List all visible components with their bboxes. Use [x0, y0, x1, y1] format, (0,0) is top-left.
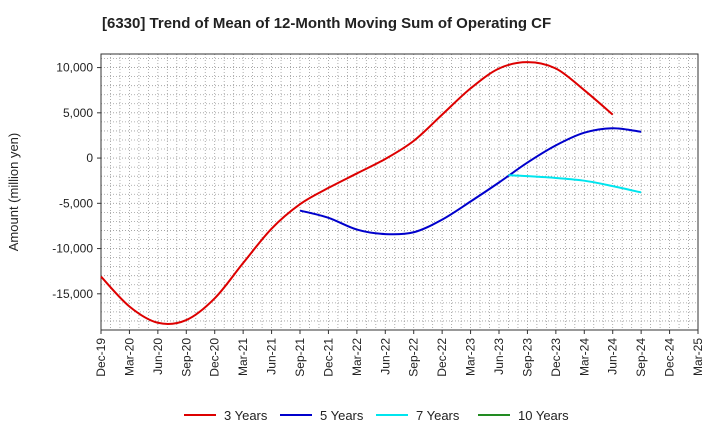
- x-tick-label: Dec-24: [663, 338, 677, 377]
- x-tick-label: Mar-23: [464, 338, 478, 376]
- x-tick-label: Sep-22: [407, 338, 421, 377]
- series-line-5-years: [299, 127, 642, 236]
- y-tick-label: 10,000: [56, 61, 93, 75]
- x-tick-label: Dec-19: [94, 338, 108, 377]
- x-tick-label: Dec-22: [435, 338, 449, 377]
- x-tick-label: Jun-23: [492, 338, 506, 375]
- x-tick-label: Jun-21: [265, 338, 279, 375]
- x-tick-label: Sep-24: [634, 338, 648, 377]
- y-tick-label: -10,000: [52, 242, 93, 256]
- x-tick-label: Mar-21: [236, 338, 250, 376]
- y-axis-label: Amount (million yen): [6, 133, 21, 252]
- x-tick-label: Mar-24: [577, 338, 591, 376]
- x-tick-label: Jun-20: [151, 338, 165, 375]
- series-lines: [100, 61, 642, 325]
- x-tick-label: Jun-22: [378, 338, 392, 375]
- y-axis-ticks: 10,000 5,000 0 -5,000 -10,000 -15,000: [52, 61, 101, 301]
- legend-label-10-years: 10 Years: [518, 408, 569, 423]
- x-tick-label: Sep-21: [293, 338, 307, 377]
- legend: 3 Years 5 Years 7 Years 10 Years: [184, 408, 569, 423]
- x-tick-label: Mar-25: [691, 338, 705, 376]
- legend-label-7-years: 7 Years: [416, 408, 460, 423]
- chart-title: [6330] Trend of Mean of 12-Month Moving …: [102, 15, 551, 32]
- x-tick-label: Mar-22: [350, 338, 364, 376]
- x-tick-label: Sep-23: [520, 338, 534, 377]
- x-tick-label: Sep-20: [179, 338, 193, 377]
- plot-area-frame: [100, 53, 699, 331]
- series-line-7-years: [508, 174, 642, 194]
- x-tick-label: Dec-21: [321, 338, 335, 377]
- series-line-3-years: [100, 61, 614, 325]
- x-tick-label: Jun-24: [606, 338, 620, 375]
- legend-label-3-years: 3 Years: [224, 408, 268, 423]
- y-tick-label: 0: [86, 151, 93, 165]
- y-tick-label: -5,000: [59, 196, 93, 210]
- x-axis-ticks: Dec-19 Mar-20 Jun-20 Sep-20 Dec-20 Mar-21 Jun-…: [94, 330, 705, 377]
- x-tick-label: Dec-20: [208, 338, 222, 377]
- y-tick-label: -15,000: [52, 287, 93, 301]
- y-tick-label: 5,000: [63, 106, 93, 120]
- x-tick-label: Mar-20: [122, 338, 136, 376]
- x-tick-label: Dec-23: [549, 338, 563, 377]
- grid: [100, 54, 699, 331]
- legend-label-5-years: 5 Years: [320, 408, 364, 423]
